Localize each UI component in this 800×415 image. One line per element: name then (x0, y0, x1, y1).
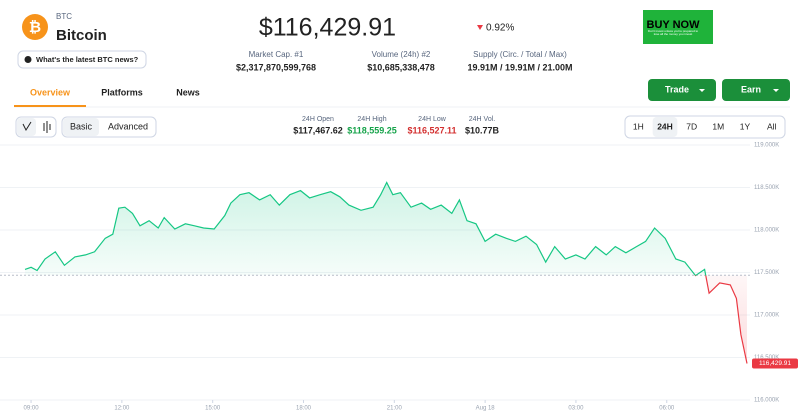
change: 0.92% (486, 23, 514, 34)
y-tick-label: 117.000K (754, 313, 779, 319)
tab[interactable]: Overview (30, 87, 71, 97)
price-line (24, 181, 748, 364)
ad-note: Don't invest unless you're prepared to l… (647, 30, 699, 37)
tab-underline (14, 105, 86, 107)
ohlc-label: 24H Low (418, 116, 447, 123)
ad-note-box: Don't invest unless you're prepared to l… (647, 30, 699, 37)
ohlc-value: $10.77B (465, 125, 500, 135)
news-icon (24, 56, 32, 63)
stat-label: Supply (Circ. / Total / Max) (473, 50, 567, 59)
stat-value: 19.91M / 19.91M / 21.00M (467, 62, 572, 72)
range-option[interactable]: 24H (657, 121, 673, 131)
ohlc-label: 24H Open (302, 116, 334, 123)
actions: Trade Earn (648, 79, 790, 101)
ohlc-value: $117,467.62 (293, 125, 343, 135)
tab[interactable]: News (176, 87, 200, 97)
symbol: BTC (56, 12, 72, 21)
ohlc-label: 24H Vol. (469, 116, 496, 123)
line-mode[interactable] (17, 118, 36, 136)
x-tick-label: 18:00 (296, 406, 312, 412)
change-arrow (477, 25, 483, 30)
y-tick-label: 119.000K (754, 143, 779, 149)
action-label[interactable]: Earn (741, 84, 761, 94)
action-caret (699, 89, 705, 92)
price: $116,429.91 (259, 14, 396, 42)
y-tick-label: 116.500K (754, 355, 779, 361)
price-tag (752, 358, 798, 369)
x-tick-label: 12:00 (114, 406, 130, 412)
x-tick-label: 15:00 (205, 406, 221, 412)
price-tag-text: 116,429.91 (759, 360, 791, 367)
price-chart: 116.000K 116.500K 117.000K 117.500K 118.000K… (0, 143, 798, 412)
news-button-text[interactable]: What's the latest BTC news? (36, 55, 139, 64)
x-tick-label: 03:00 (568, 406, 584, 412)
range-option[interactable]: 1Y (740, 121, 751, 131)
x-tick-label: 21:00 (387, 406, 403, 412)
y-tick-label: 118.000K (754, 228, 779, 234)
ohlc-value: $118,559.25 (347, 125, 397, 135)
x-tick-label: 09:00 (24, 406, 40, 412)
views: Basic Advanced (70, 121, 148, 131)
stat-value: $10,685,338,478 (367, 62, 435, 72)
range-option[interactable]: 7D (686, 121, 697, 131)
y-tick-label: 116.000K (754, 398, 779, 404)
x-tick-label: Aug 18 (476, 406, 496, 412)
view-active (63, 118, 99, 136)
coin-icon (22, 14, 48, 40)
line-icon (22, 121, 32, 132)
ohlc-label: 24H High (357, 116, 386, 123)
ranges: 1H 24H 7D 1M 1Y All (633, 117, 777, 137)
coin-name: Bitcoin (56, 27, 107, 44)
range-option[interactable]: All (767, 121, 777, 131)
y-tick-label: 117.500K (754, 270, 779, 276)
action-label[interactable]: Trade (665, 84, 689, 94)
ad[interactable] (643, 10, 713, 44)
view-option[interactable]: Advanced (108, 121, 148, 131)
stat-label: Volume (24h) #2 (372, 50, 431, 59)
ad-title[interactable]: BUY NOW (647, 19, 701, 31)
range-option[interactable]: 1H (633, 121, 644, 131)
range-option[interactable]: 1M (712, 121, 724, 131)
stat-label: Market Cap. #1 (249, 50, 304, 59)
stat-value: $2,317,870,599,768 (236, 62, 316, 72)
news-button[interactable] (17, 50, 147, 69)
tab[interactable]: Platforms (101, 87, 143, 97)
candle-icon (43, 121, 51, 133)
y-tick-label: 118.500K (754, 185, 779, 191)
ohlc: 24H Open $117,467.62 24H High $118,559.25 24… (293, 116, 499, 136)
range-toggle[interactable] (624, 115, 786, 139)
x-tick-label: 06:00 (659, 406, 675, 412)
action-button[interactable] (722, 79, 790, 101)
ohlc-value: $116,527.11 (407, 125, 456, 135)
price-area (25, 182, 747, 364)
action-button[interactable] (648, 79, 716, 101)
tabs: Overview Platforms News (30, 87, 200, 97)
view-option[interactable]: Basic (70, 121, 93, 131)
range-active (652, 117, 678, 137)
coin-icon-glyph: ₿ (29, 19, 41, 36)
action-caret (773, 89, 779, 92)
stats: Market Cap. #1 $2,317,870,599,768 Volume (… (236, 50, 573, 72)
